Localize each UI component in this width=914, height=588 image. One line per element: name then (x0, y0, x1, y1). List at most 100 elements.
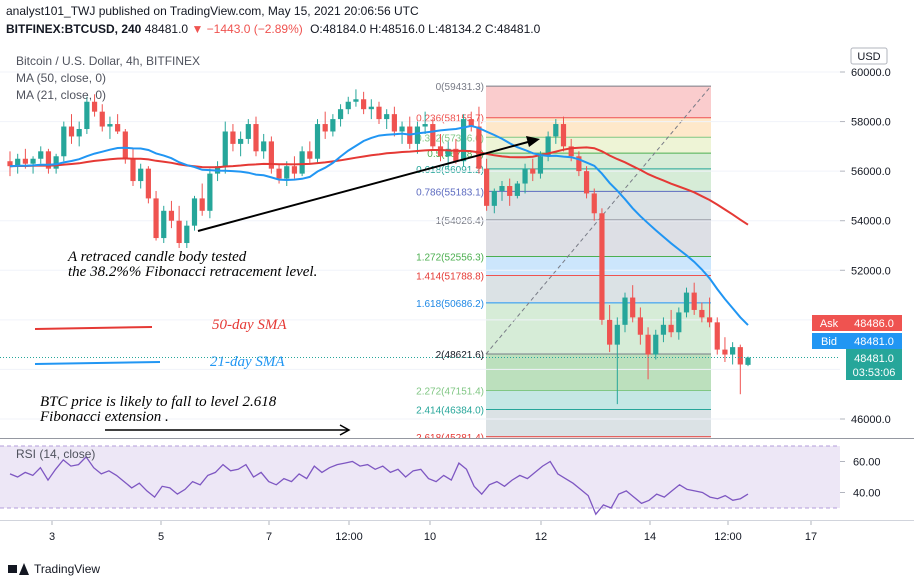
bid-price-box (846, 333, 902, 349)
time-tick-label: 17 (805, 531, 817, 543)
candle-body (7, 161, 13, 167)
ma21-legend: MA (21, close, 0) (16, 88, 107, 102)
sma21-note: 21-day SMA (210, 354, 285, 370)
candle-body (645, 334, 651, 355)
time-axis-border (0, 520, 914, 521)
publish-info: analyst101_TWJ published on TradingView.… (6, 4, 419, 18)
target-note-line2: Fibonacci extension . (39, 409, 169, 425)
price-axis[interactable]: USD 60000.0 58000.0 56000.0 54000.0 52000.0 46… (0, 47, 902, 426)
fib-level-label: 2(48621.6) (436, 350, 484, 361)
candle-body (576, 156, 582, 172)
fib-zone (486, 409, 711, 437)
candle-body (307, 151, 313, 159)
candle-body (668, 324, 674, 333)
fib-level-label: 1.272(52556.3) (416, 252, 484, 263)
candle-body (268, 141, 274, 169)
bid-tag (812, 333, 846, 349)
time-tick-label: 3 (49, 531, 55, 543)
retrace-note-line1: A retraced candle body tested (67, 249, 247, 265)
rsi-line (9, 455, 749, 516)
time-tick-labels: 3 5 7 12:00 10 12 14 12:00 17 (49, 521, 817, 543)
sma50-legend-line (34, 326, 153, 330)
candle-body (38, 151, 44, 159)
bar-countdown: 03:53:06 (853, 367, 896, 379)
candle-body (430, 124, 436, 147)
time-tick-label: 14 (644, 531, 656, 543)
candle-body (53, 156, 59, 169)
candle-body (84, 101, 90, 130)
ask-tag (812, 315, 846, 331)
candle-body (391, 114, 397, 132)
ohlc-values: O:48184.0 H:48516.0 L:48134.2 C:48481.0 (310, 22, 541, 36)
candle-body (361, 99, 367, 110)
candle-body (676, 312, 682, 333)
ma50-line (9, 146, 749, 226)
change-down-icon: ▼ (191, 22, 204, 36)
candle-body (61, 126, 67, 157)
rsi-tick-label: 40.00 (853, 488, 881, 500)
candle-body (691, 292, 697, 310)
ask-label: Ask (820, 318, 839, 330)
last-price-axis-label: 48481.0 (854, 353, 894, 365)
candle-body (660, 324, 667, 335)
retrace-note-line2: the 38.2%% Fibonacci retracement level. (68, 264, 317, 280)
ma50-legend: MA (50, close, 0) (16, 71, 107, 85)
candle-body (291, 166, 298, 174)
drawings[interactable]: A retraced candle body tested the 38.2%%… (34, 136, 540, 436)
candle-body (445, 148, 451, 157)
price-tick-label: 60000.0 (851, 67, 891, 79)
candle-body (376, 106, 382, 120)
candle-body (453, 148, 459, 162)
tradingview-logo[interactable]: TradingView (8, 562, 100, 576)
rsi-chart[interactable]: 60.00 40.00 (0, 438, 914, 520)
candle-body (191, 198, 198, 226)
candle-body (399, 126, 405, 132)
fib-trend-line (485, 85, 712, 355)
trend-arrow[interactable] (197, 141, 529, 232)
candle-body (491, 190, 497, 206)
last-price-box (846, 349, 902, 380)
fib-zone (486, 354, 711, 391)
time-axis[interactable]: 3 5 7 12:00 10 12 14 12:00 17 (0, 520, 914, 556)
candle-body (176, 220, 182, 244)
time-tick-label: 7 (266, 531, 272, 543)
candle-body (299, 151, 305, 174)
last-price: 48481.0 (144, 22, 189, 36)
candle-body (276, 168, 282, 179)
candle-body (414, 126, 421, 144)
candle-body (91, 101, 98, 112)
candle-body (107, 124, 113, 127)
candle-body (460, 119, 467, 162)
candle-body (622, 297, 628, 325)
price-chart[interactable]: 0(59431.3) 0.236(58155.7) 0.382(57366.6) 0.… (0, 40, 914, 438)
ma21-line (9, 124, 749, 326)
currency-label: USD (857, 51, 880, 63)
candle-body (737, 347, 743, 365)
candle-body (184, 225, 190, 244)
candle-body (537, 156, 544, 174)
fib-zone (486, 390, 711, 410)
candle-body (607, 319, 613, 345)
fib-level-label: 0.786(55183.1) (416, 187, 484, 198)
candle-body (630, 297, 636, 318)
candle-body (745, 357, 751, 365)
fib-level-label: 1(54026.4) (436, 216, 484, 227)
candle-body (437, 146, 444, 157)
candle-body (345, 101, 351, 110)
candlesticks (7, 89, 751, 405)
rsi-legend: RSI (14, close) (16, 447, 96, 461)
candle-body (484, 168, 490, 206)
target-arrow-head (339, 424, 351, 436)
candle-body (514, 183, 520, 196)
pane-separator[interactable] (0, 438, 914, 439)
candle-body (614, 324, 620, 345)
currency-box[interactable] (850, 47, 888, 65)
time-tick-label: 5 (158, 531, 164, 543)
candle-body (568, 146, 574, 157)
candle-body (314, 124, 321, 159)
candle-body (99, 111, 105, 127)
candle-body (322, 124, 328, 132)
fib-level-label: 1.618(50686.2) (416, 299, 484, 310)
candle-body (168, 210, 175, 221)
candle-body (699, 309, 705, 318)
